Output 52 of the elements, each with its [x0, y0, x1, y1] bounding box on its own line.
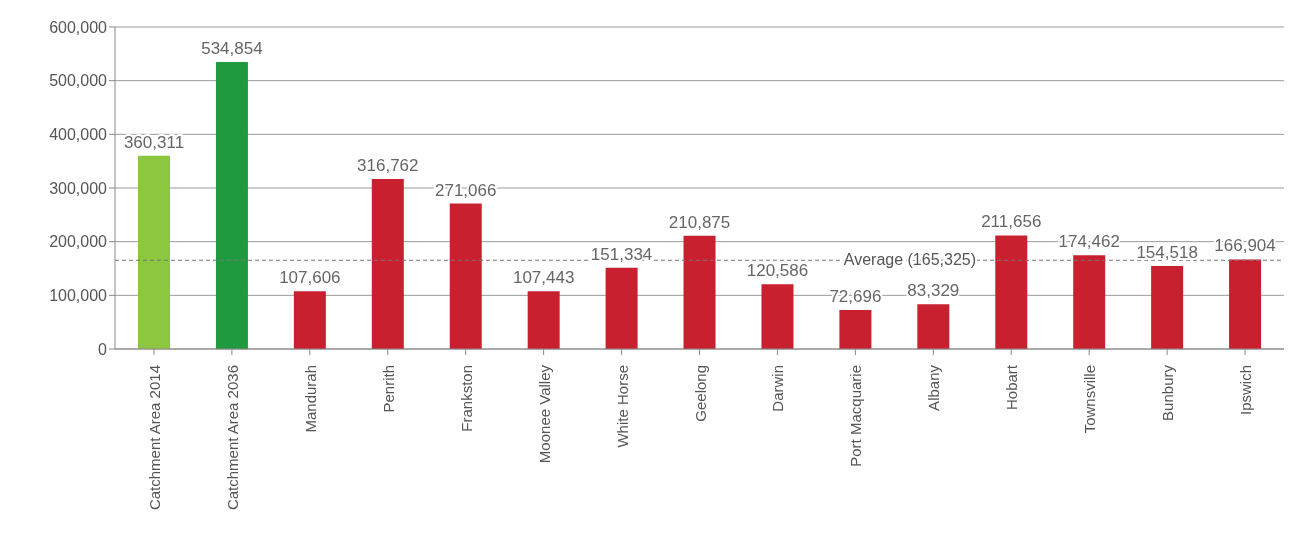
y-tick-label: 100,000 — [49, 287, 108, 305]
x-tick-label: Hobart — [1003, 364, 1021, 411]
bar — [293, 291, 326, 349]
ref-line-label: Average (165,325) — [843, 251, 977, 269]
bar — [138, 155, 170, 349]
x-tick-label: Frankston — [457, 365, 475, 432]
x-tick-label: Penrith — [379, 365, 397, 413]
bar — [761, 284, 794, 349]
y-tick-label: 300,000 — [49, 179, 108, 197]
bar — [215, 61, 248, 349]
x-tick-label: Port Macquarie — [847, 365, 865, 467]
data-label: 83,329 — [907, 281, 960, 301]
data-label: 72,696 — [829, 286, 882, 306]
bar — [371, 179, 404, 349]
x-tick-label: Ipswich — [1237, 365, 1255, 416]
bar — [527, 291, 560, 349]
x-tick-label: Catchment Area 2014 — [145, 365, 163, 511]
bar — [449, 203, 482, 349]
data-label: 166,904 — [1214, 236, 1276, 256]
y-tick-label: 500,000 — [49, 72, 108, 90]
data-label: 210,875 — [668, 212, 731, 232]
x-tick-label: Geelong — [691, 365, 709, 422]
data-label: 154,518 — [1136, 243, 1198, 263]
data-label: 107,443 — [512, 268, 575, 288]
bar — [605, 267, 638, 349]
data-label: 534,854 — [201, 38, 263, 58]
x-tick-label: Moonee Valley — [535, 364, 553, 464]
bar — [1229, 259, 1262, 349]
x-tick-label: Mandurah — [301, 365, 319, 433]
data-label: 211,656 — [981, 212, 1042, 232]
y-tick-label: 200,000 — [49, 233, 108, 251]
y-tick-label: 0 — [98, 340, 108, 358]
x-tick-label: Darwin — [769, 365, 787, 412]
data-label: 151,334 — [590, 244, 653, 264]
data-label: 271,066 — [435, 180, 497, 200]
bar — [1151, 266, 1184, 349]
bar — [995, 235, 1028, 349]
data-label: 120,586 — [746, 261, 809, 281]
x-tick-label: Catchment Area 2036 — [223, 365, 241, 511]
x-tick-label: White Horse — [613, 365, 631, 448]
bar — [1073, 255, 1106, 349]
data-label: 316,762 — [357, 156, 419, 175]
y-tick-label: 600,000 — [49, 18, 108, 36]
x-tick-label: Albany — [925, 364, 943, 411]
bar — [917, 304, 950, 349]
bar — [839, 309, 872, 349]
y-tick-label: 400,000 — [49, 126, 108, 144]
data-label: 360,311 — [123, 132, 185, 152]
data-label: 107,606 — [279, 268, 341, 288]
x-tick-label: Bunbury — [1159, 364, 1177, 421]
bar — [683, 235, 716, 349]
x-tick-label: Townsville — [1081, 365, 1099, 434]
